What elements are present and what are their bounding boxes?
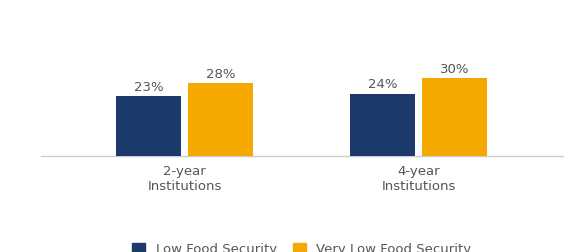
Bar: [350, 93, 415, 156]
Text: 23%: 23%: [134, 81, 164, 94]
Bar: [188, 83, 253, 156]
Bar: [422, 78, 487, 156]
Bar: [116, 96, 181, 156]
Text: 30%: 30%: [440, 63, 469, 76]
Text: 24%: 24%: [368, 78, 397, 91]
Legend: Low Food Security, Very Low Food Security: Low Food Security, Very Low Food Securit…: [126, 238, 477, 252]
Text: 28%: 28%: [206, 68, 235, 81]
